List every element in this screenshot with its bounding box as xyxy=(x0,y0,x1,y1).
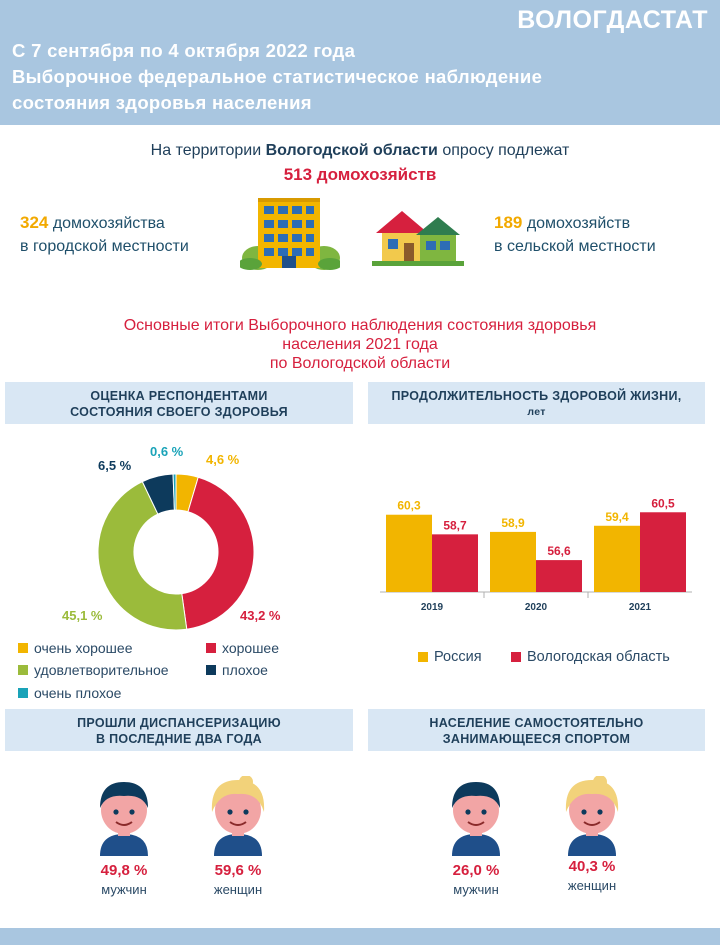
legend-swatch xyxy=(206,643,216,653)
health-panel-header: ОЦЕНКА РЕСПОНДЕНТАМИ СОСТОЯНИЯ СВОЕГО ЗД… xyxy=(5,382,353,424)
sport-header-line2: ЗАНИМАЮЩЕЕСЯ СПОРТОМ xyxy=(442,732,631,746)
header-survey-subject: состояния здоровья населения xyxy=(12,92,312,113)
legend-label: удовлетворительное xyxy=(34,662,169,678)
header-banner: ВОЛОГДАСТАТ С 7 сентября по 4 октября 20… xyxy=(0,0,720,125)
bar-legend-vologda: Вологодская область xyxy=(511,649,670,665)
dispanser-women-pct: 59,6 % xyxy=(214,862,262,879)
life-expectancy-bar-chart: 60,3 58,7 2019 58,9 56,6 2020 59,4 60,5 2021 xyxy=(380,496,692,613)
results-title-line1: Основные итоги Выборочного наблюдения со… xyxy=(123,317,597,334)
legend-label: очень хорошее xyxy=(34,640,133,656)
legend-good: хорошее xyxy=(206,640,279,656)
life-panel-header: ПРОДОЛЖИТЕЛЬНОСТЬ ЗДОРОВОЙ ЖИЗНИ, лет xyxy=(368,382,705,424)
dispanser-men-pct: 49,8 % xyxy=(100,862,148,879)
footer-strip xyxy=(0,928,720,945)
legend-satisfactory: удовлетворительное xyxy=(18,662,169,678)
intro-text: На территории Вологодской области опросу… xyxy=(0,142,720,160)
legend-swatch xyxy=(206,665,216,675)
life-header-unit: лет xyxy=(527,406,546,418)
legend-very-good: очень хорошее xyxy=(18,640,132,656)
bar-value-label: 60,3 xyxy=(397,499,421,513)
urban-line2: в городской местности xyxy=(20,238,189,255)
sport-header-line1: НАСЕЛЕНИЕ САМОСТОЯТЕЛЬНО xyxy=(429,716,644,730)
intro-region: Вологодской области xyxy=(265,142,438,159)
bar-2020-1 xyxy=(536,560,582,592)
urban-households: 324 домохозяйства в городской местности xyxy=(20,211,189,258)
results-title-line3: по Вологодской области xyxy=(269,355,451,372)
rural-line1: домохозяйств xyxy=(522,215,631,232)
legend-bad: плохое xyxy=(206,662,268,678)
legend-label: хорошее xyxy=(222,640,280,656)
legend-label: Вологодская область xyxy=(527,649,670,665)
pie-label-very-good: 4,6 % xyxy=(206,452,240,467)
dispanser-panel-header: ПРОШЛИ ДИСПАНСЕРИЗАЦИЮ В ПОСЛЕДНИЕ ДВА Г… xyxy=(5,709,353,751)
health-donut-chart xyxy=(97,473,255,631)
dispanser-women-label: женщин xyxy=(213,882,263,897)
sport-men-label: мужчин xyxy=(453,882,499,897)
bar-value-label: 58,9 xyxy=(501,516,525,530)
bar-2021-1 xyxy=(640,512,686,592)
total-households: 513 домохозяйств xyxy=(283,165,437,184)
legend-swatch xyxy=(18,643,28,653)
legend-swatch xyxy=(18,688,28,698)
woman-icon xyxy=(211,776,265,856)
header-dates: С 7 сентября по 4 октября 2022 года xyxy=(12,40,356,61)
legend-very-bad: очень плохое xyxy=(18,685,121,701)
pie-label-satisfactory: 45,1 % xyxy=(62,608,103,623)
pie-label-good: 43,2 % xyxy=(240,608,281,623)
brand-title: ВОЛОГДАСТАТ xyxy=(517,6,708,34)
bar-value-label: 59,4 xyxy=(605,510,629,524)
legend-swatch xyxy=(511,652,521,662)
dispanser-header-line1: ПРОШЛИ ДИСПАНСЕРИЗАЦИЮ xyxy=(77,716,281,730)
bar-2019-1 xyxy=(432,534,478,592)
bar-category-label: 2020 xyxy=(525,602,548,613)
legend-label: Россия xyxy=(434,649,482,665)
pie-label-very-bad: 0,6 % xyxy=(150,444,184,459)
bar-category-label: 2019 xyxy=(421,602,444,613)
rural-line2: в сельской местности xyxy=(494,238,656,255)
sport-women-pct: 40,3 % xyxy=(568,858,616,875)
bar-2019-0 xyxy=(386,514,432,592)
bar-value-label: 56,6 xyxy=(547,544,571,558)
intro-prefix: На территории xyxy=(150,142,266,159)
life-header-line1: ПРОДОЛЖИТЕЛЬНОСТЬ ЗДОРОВОЙ ЖИЗНИ, xyxy=(391,389,682,403)
sport-panel-header: НАСЕЛЕНИЕ САМОСТОЯТЕЛЬНО ЗАНИМАЮЩЕЕСЯ СП… xyxy=(368,709,705,751)
results-title: Основные итоги Выборочного наблюдения со… xyxy=(0,316,720,373)
legend-label: плохое xyxy=(222,662,268,678)
dispanser-header-line2: В ПОСЛЕДНИЕ ДВА ГОДА xyxy=(96,732,262,746)
intro-suffix: опросу подлежат xyxy=(437,142,570,159)
legend-label: очень плохое xyxy=(34,685,122,701)
bar-legend-russia: Россия xyxy=(418,649,482,665)
bar-2021-0 xyxy=(594,525,640,592)
bar-value-label: 58,7 xyxy=(443,518,467,532)
legend-swatch xyxy=(18,665,28,675)
man-icon xyxy=(100,782,148,856)
dispanser-men-label: мужчин xyxy=(101,882,147,897)
urban-count: 324 xyxy=(20,213,49,232)
sport-women-label: женщин xyxy=(567,878,617,893)
pie-label-bad: 6,5 % xyxy=(98,458,132,473)
man-icon xyxy=(452,782,500,856)
pie-slice-2 xyxy=(97,480,188,631)
health-header-line1: ОЦЕНКА РЕСПОНДЕНТАМИ xyxy=(90,389,268,403)
rural-households: 189 домохозяйств в сельской местности xyxy=(494,211,656,258)
sport-men-pct: 26,0 % xyxy=(452,862,500,879)
rural-count: 189 xyxy=(494,213,523,232)
health-header-line2: СОСТОЯНИЯ СВОЕГО ЗДОРОВЬЯ xyxy=(70,405,288,419)
header-survey-name: Выборочное федеральное статистическое на… xyxy=(12,66,543,87)
apartment-building-icon xyxy=(240,198,340,270)
urban-line1: домохозяйства xyxy=(48,215,165,232)
legend-swatch xyxy=(418,652,428,662)
bar-2020-0 xyxy=(490,531,536,592)
results-title-line2: населения 2021 года xyxy=(282,336,438,353)
rural-houses-icon xyxy=(372,211,464,266)
woman-icon xyxy=(565,776,619,856)
bar-category-label: 2021 xyxy=(629,602,652,613)
pie-slice-1 xyxy=(181,476,255,630)
bar-value-label: 60,5 xyxy=(651,496,675,510)
pie-slice-4 xyxy=(172,473,177,511)
